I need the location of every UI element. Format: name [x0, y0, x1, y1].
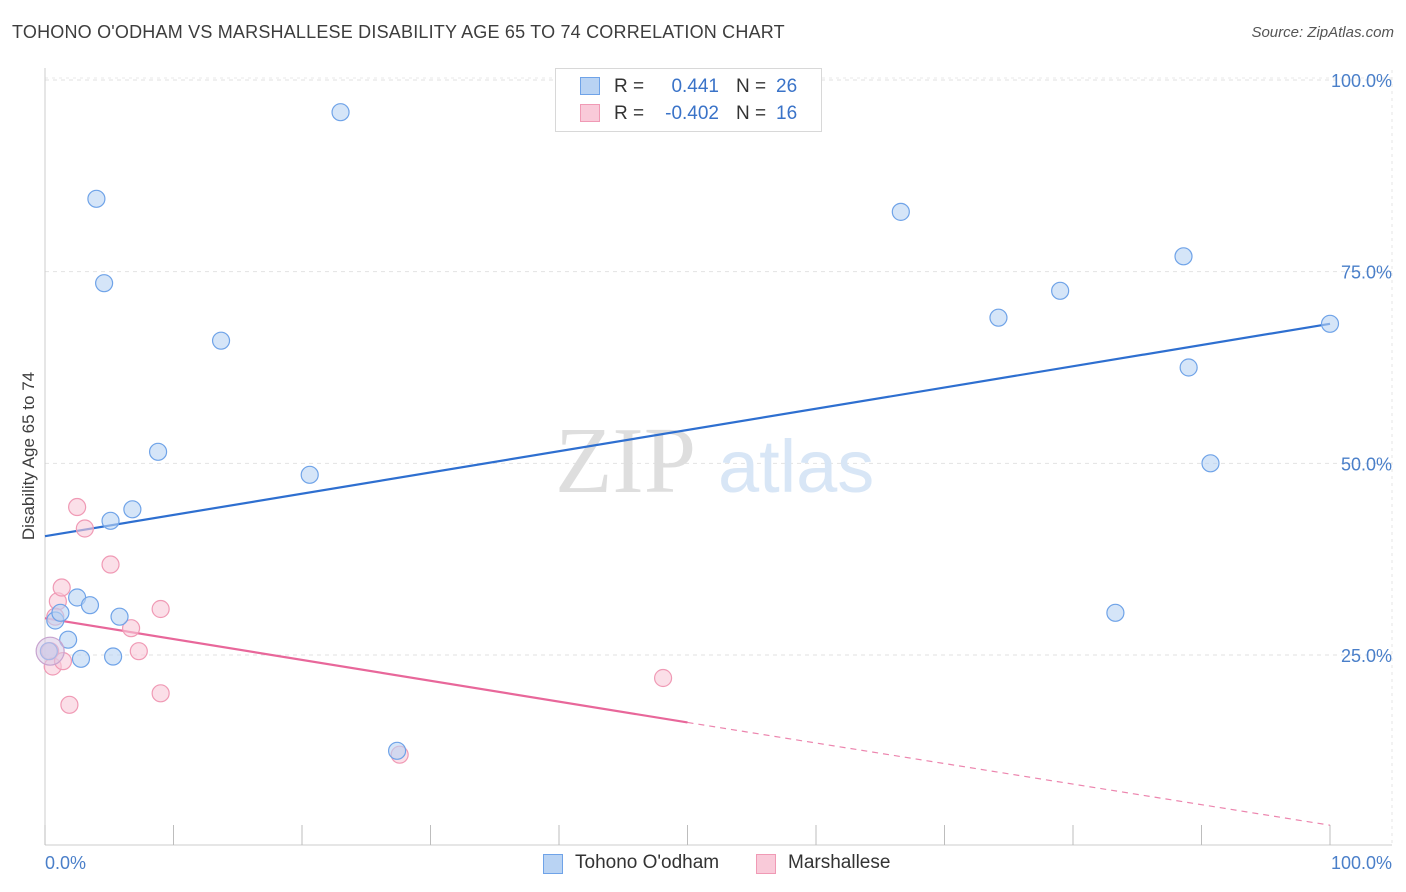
y-tick-label: 50.0%	[1341, 454, 1392, 474]
y-axis-label: Disability Age 65 to 74	[19, 372, 38, 540]
trend-lines	[44, 322, 1331, 826]
data-point-tohono[interactable]	[1320, 314, 1340, 333]
data-point-tohono[interactable]	[110, 607, 129, 626]
x-tick-label: 100.0%	[1331, 853, 1392, 873]
data-point-tohono[interactable]	[300, 465, 319, 484]
x-tick-label: 0.0%	[45, 853, 86, 873]
bottom-legend-label-tohono: Tohono O'odham	[575, 852, 720, 873]
legend-r-label: R =	[614, 76, 645, 97]
legend-n-label: N =	[736, 76, 767, 97]
stats-legend: R = 0.441 N = 26 R = -0.402 N = 16	[555, 68, 822, 132]
data-point-tohono[interactable]	[80, 596, 100, 615]
data-point-tohono[interactable]	[989, 308, 1008, 327]
y-tick-label: 25.0%	[1341, 646, 1392, 666]
data-point-marshallese[interactable]	[75, 519, 94, 538]
trend-line-tohono	[44, 322, 1331, 538]
bottom-legend-swatch-tohono	[543, 854, 563, 874]
data-point-tohono[interactable]	[1106, 603, 1125, 622]
data-point-marshallese[interactable]	[68, 497, 87, 517]
data-point-tohono[interactable]	[1201, 454, 1220, 473]
data-point-tohono[interactable]	[331, 103, 350, 122]
data-point-tohono[interactable]	[123, 500, 142, 519]
data-point-tohono[interactable]	[891, 202, 910, 221]
legend-r-value: -0.402	[665, 103, 719, 124]
bottom-legend-label-marshallese: Marshallese	[788, 852, 891, 873]
data-point-tohono[interactable]	[87, 189, 106, 208]
y-tick-label: 100.0%	[1331, 71, 1392, 91]
tick-labels: 25.0% 50.0% 75.0% 100.0% 0.0% 100.0%	[45, 71, 1392, 873]
data-point-marshallese[interactable]	[129, 642, 148, 661]
data-point-marshallese[interactable]	[151, 599, 170, 619]
data-point-marshallese[interactable]	[60, 695, 79, 714]
legend-swatch-marshallese	[580, 104, 600, 122]
data-point-tohono[interactable]	[104, 647, 123, 666]
data-point-tohono[interactable]	[148, 442, 168, 461]
data-point-tohono[interactable]	[1179, 358, 1198, 377]
chart-title: TOHONO O'ODHAM VS MARSHALLESE DISABILITY…	[12, 22, 785, 42]
legend-n-label: N =	[736, 103, 767, 124]
legend-r-value: 0.441	[671, 76, 719, 97]
legend-r-label: R =	[614, 103, 645, 124]
data-point-tohono[interactable]	[71, 649, 91, 668]
data-point-tohono[interactable]	[59, 630, 78, 649]
watermark: ZIP atlas	[555, 409, 874, 513]
data-point-tohono[interactable]	[387, 741, 407, 760]
y-tick-label: 75.0%	[1341, 263, 1392, 283]
trend-line-extension	[687, 721, 1331, 826]
data-point-tohono[interactable]	[1051, 281, 1070, 300]
watermark-atlas: atlas	[718, 425, 874, 508]
data-point-tohono[interactable]	[95, 274, 114, 293]
data-point-marshallese[interactable]	[151, 684, 170, 703]
data-point-tohono[interactable]	[51, 603, 70, 622]
data-point-tohono[interactable]	[101, 511, 120, 530]
data-point-tohono[interactable]	[1174, 247, 1193, 266]
data-point-marshallese[interactable]	[653, 668, 673, 688]
data-points	[35, 103, 1340, 764]
data-point-marshallese[interactable]	[101, 555, 120, 574]
legend-n-value: 16	[776, 103, 798, 124]
data-point-marshallese[interactable]	[52, 578, 71, 597]
watermark-zip: ZIP	[555, 409, 696, 513]
legend-n-value: 26	[776, 76, 798, 97]
data-point-tohono[interactable]	[211, 331, 231, 350]
axes	[44, 68, 1392, 846]
bottom-legend-swatch-marshallese	[756, 854, 776, 874]
legend-swatch-tohono	[580, 77, 600, 95]
grid-lines	[45, 70, 1393, 845]
source-label: Source: ZipAtlas.com	[1251, 24, 1394, 41]
trend-line-marshallese	[44, 617, 688, 724]
data-point-marshallese[interactable]	[121, 619, 141, 638]
data-point-cluster[interactable]	[35, 636, 65, 666]
